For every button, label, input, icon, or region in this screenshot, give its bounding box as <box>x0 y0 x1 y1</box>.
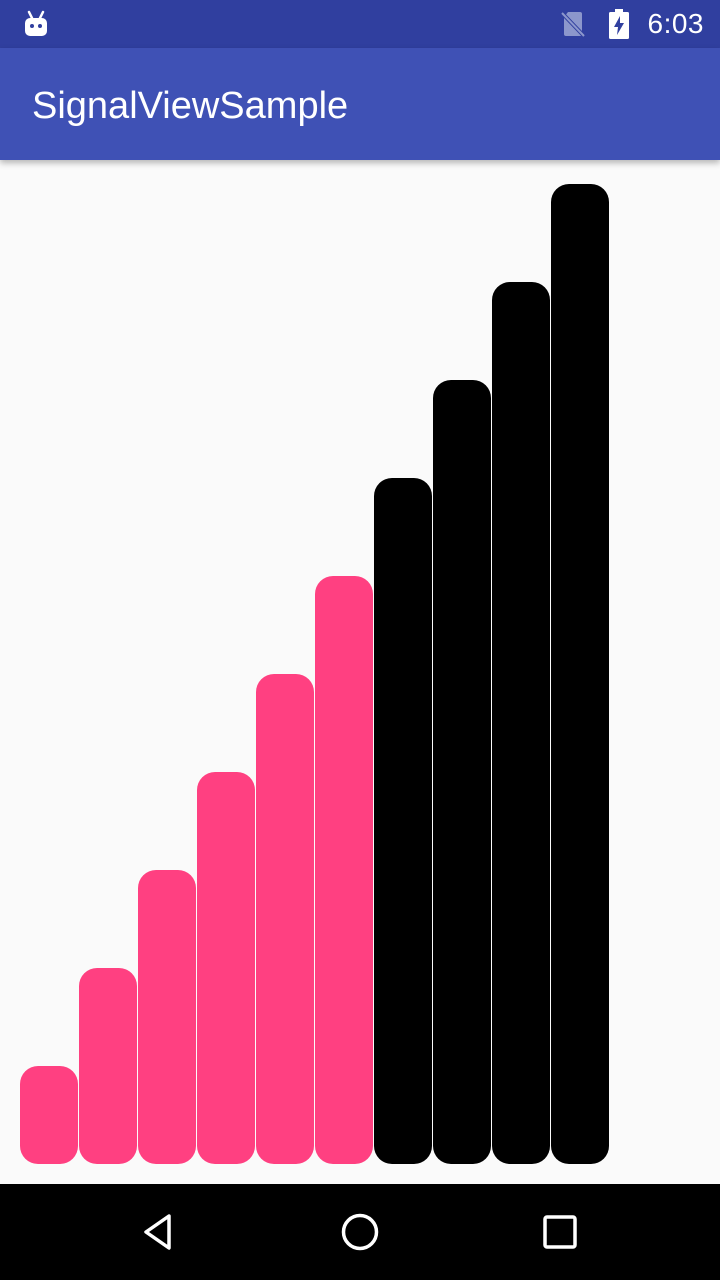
signal-bar-10 <box>551 184 609 1164</box>
signal-bar-3 <box>138 870 196 1164</box>
signal-view <box>20 184 609 1164</box>
battery-charging-icon <box>608 9 629 39</box>
home-icon[interactable] <box>336 1208 384 1256</box>
signal-bar-5 <box>256 674 314 1164</box>
signal-bar-4 <box>197 772 255 1164</box>
navigation-bar <box>0 1184 720 1280</box>
back-icon[interactable] <box>136 1208 184 1256</box>
content-area <box>0 160 720 1184</box>
status-icons: 6:03 <box>560 0 705 48</box>
signal-bar-2 <box>79 968 137 1164</box>
signal-bar-8 <box>433 380 491 1164</box>
signal-bar-6 <box>315 576 373 1164</box>
status-time: 6:03 <box>647 8 704 39</box>
recents-icon[interactable] <box>536 1208 584 1256</box>
app-bar: SignalViewSample <box>0 48 720 160</box>
android-debug-icon <box>25 10 47 36</box>
signal-bar-9 <box>492 282 550 1164</box>
signal-bar-1 <box>20 1066 78 1164</box>
signal-bar-7 <box>374 478 432 1164</box>
app-title: SignalViewSample <box>32 85 349 127</box>
no-sim-icon <box>560 11 585 38</box>
status-bar: 6:03 <box>0 0 720 48</box>
